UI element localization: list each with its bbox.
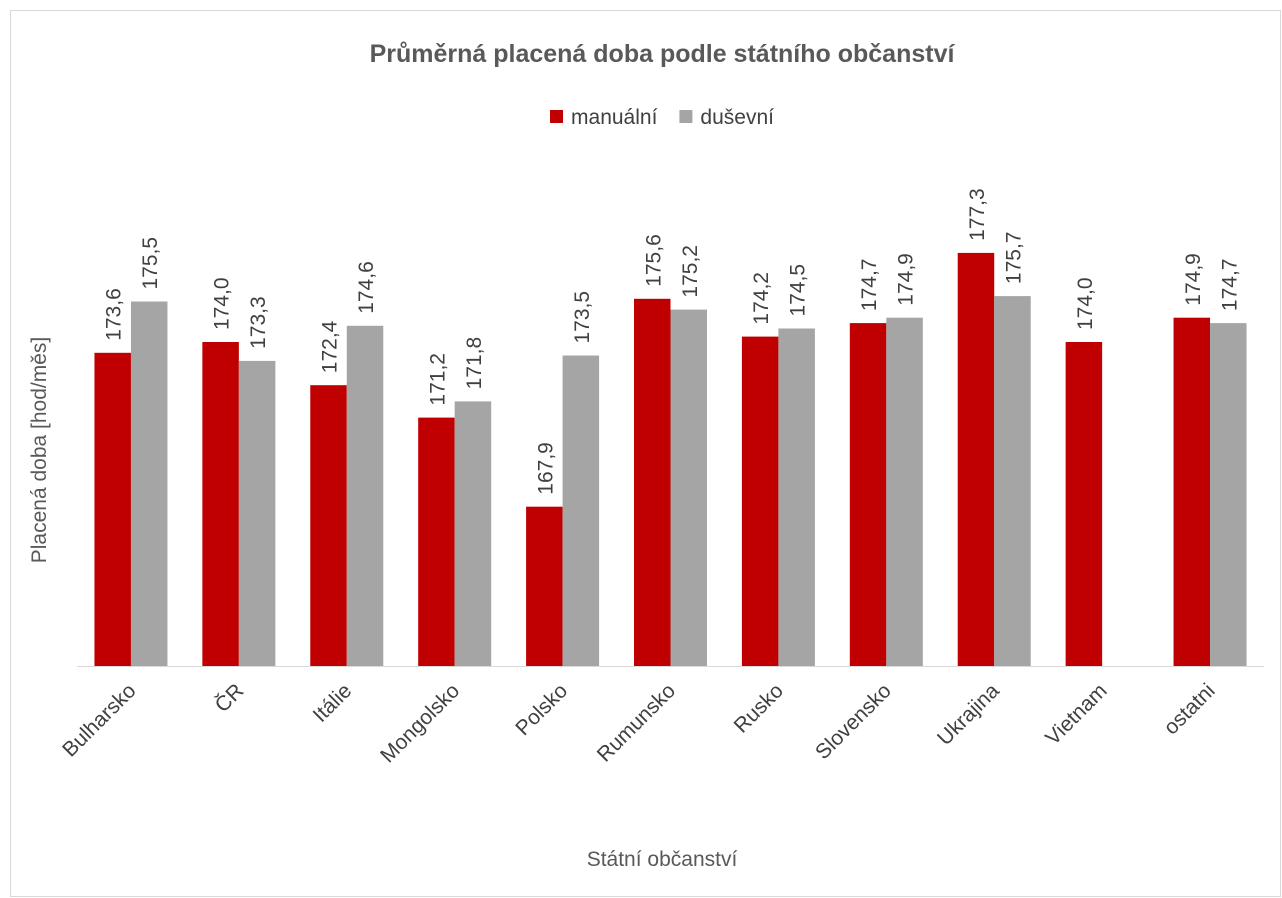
bar bbox=[94, 352, 131, 666]
bar bbox=[778, 328, 815, 666]
legend-swatch bbox=[679, 110, 693, 123]
x-axis-title: Státní občanství bbox=[587, 848, 738, 871]
bar bbox=[670, 309, 707, 666]
legend-label: duševní bbox=[700, 106, 774, 129]
bar bbox=[526, 506, 563, 666]
data-label: 174,6 bbox=[355, 261, 378, 314]
bar bbox=[1210, 323, 1247, 666]
bar bbox=[202, 342, 239, 666]
bar bbox=[418, 417, 455, 666]
data-label: 167,9 bbox=[534, 442, 557, 495]
bar bbox=[1065, 342, 1103, 666]
data-label: 171,8 bbox=[463, 337, 486, 390]
data-label: 174,7 bbox=[1218, 259, 1241, 312]
bar bbox=[886, 317, 923, 666]
data-label: 173,3 bbox=[247, 296, 270, 349]
data-label: 174,5 bbox=[787, 264, 810, 317]
data-label: 174,9 bbox=[1182, 253, 1205, 306]
legend-swatch bbox=[550, 110, 564, 123]
bar bbox=[741, 336, 779, 666]
bar bbox=[238, 360, 276, 666]
data-label: 173,6 bbox=[103, 288, 126, 341]
data-label: 172,4 bbox=[319, 320, 342, 373]
chart-title: Průměrná placená doba podle státního obč… bbox=[370, 40, 956, 68]
data-label: 175,7 bbox=[1002, 232, 1025, 285]
legend-label: manuální bbox=[571, 106, 658, 129]
data-label: 174,7 bbox=[858, 259, 881, 312]
data-label: 175,5 bbox=[139, 237, 162, 290]
bar bbox=[849, 323, 887, 666]
bar bbox=[454, 401, 492, 666]
data-label: 177,3 bbox=[966, 188, 989, 241]
data-label: 171,2 bbox=[426, 353, 449, 406]
bar bbox=[562, 355, 600, 666]
bar bbox=[130, 301, 168, 666]
data-label: 175,2 bbox=[679, 245, 702, 298]
legend: manuální duševní bbox=[550, 106, 774, 129]
bar bbox=[957, 252, 995, 666]
bar bbox=[994, 296, 1031, 666]
y-axis-title: Placená doba [hod/měs] bbox=[28, 337, 51, 564]
data-label: 175,6 bbox=[642, 234, 665, 287]
bar bbox=[310, 385, 347, 666]
bar bbox=[634, 298, 671, 666]
data-label: 174,2 bbox=[750, 272, 773, 325]
data-label: 173,5 bbox=[571, 291, 594, 344]
bar bbox=[346, 325, 384, 666]
data-label: 174,0 bbox=[211, 277, 234, 330]
bar bbox=[1173, 317, 1211, 666]
data-label: 174,9 bbox=[895, 253, 918, 306]
data-label: 174,0 bbox=[1074, 277, 1097, 330]
